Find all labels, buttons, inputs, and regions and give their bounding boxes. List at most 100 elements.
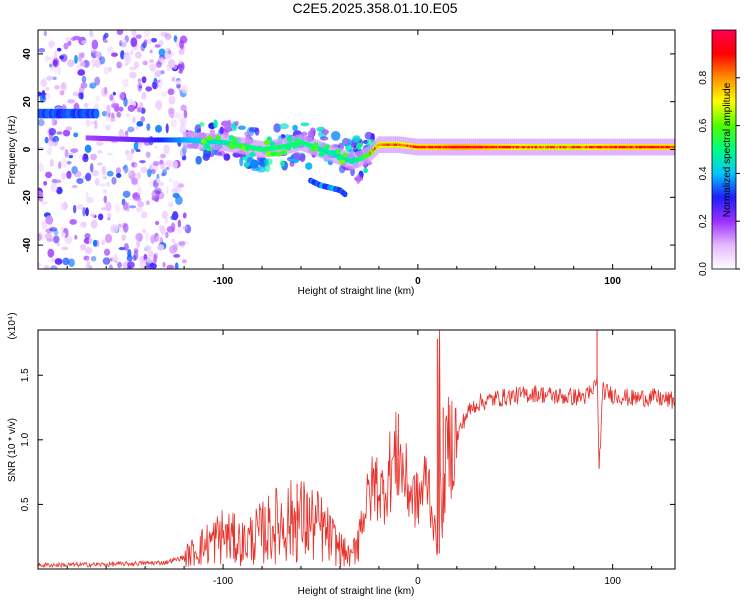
noise-blob [62, 232, 66, 238]
noise-blob [110, 52, 118, 57]
ridge-cell [162, 137, 165, 143]
noise-blob [111, 256, 119, 262]
noise-blob [141, 211, 148, 219]
x-tick-label: -100 [213, 276, 233, 287]
ridge-peak [623, 145, 626, 149]
ridge-cell [185, 137, 188, 143]
ridge-peak [430, 145, 433, 149]
ridge-spot [281, 149, 288, 155]
noise-blob [40, 79, 47, 85]
ridge-cell [219, 139, 222, 145]
noise-blob [163, 144, 170, 155]
ridge-peak [646, 145, 649, 149]
noise-blob [45, 56, 53, 61]
ridge-peak [537, 145, 540, 149]
ridge-peak [520, 145, 523, 149]
ridge-spot [263, 140, 270, 146]
noise-blob [85, 196, 94, 204]
ridge-peak [467, 145, 470, 149]
ridge-peak [596, 145, 600, 149]
ridge-peak [386, 143, 389, 146]
ridge-peak [609, 145, 612, 149]
ridge-peak [518, 145, 522, 149]
colorbar-tick-label: 0.2 [698, 214, 709, 228]
ridge-peak [589, 145, 592, 149]
noise-blob [161, 90, 168, 97]
noise-blob [168, 178, 173, 182]
y-tick-label: 20 [22, 96, 33, 108]
ridge-peak [437, 145, 441, 149]
noise-blob [61, 246, 69, 251]
ridge-cell [263, 146, 266, 152]
noise-blob [140, 166, 148, 173]
noise-blob [63, 42, 69, 50]
noise-blob [53, 179, 62, 184]
noise-blob [165, 186, 169, 195]
noise-blob [165, 231, 169, 239]
ridge-cell [215, 139, 218, 145]
noise-blob [128, 205, 137, 209]
ridge-peak [408, 144, 411, 148]
ridge-peak [559, 145, 562, 149]
noise-blob [106, 152, 113, 156]
ridge-spot [309, 146, 316, 152]
noise-blob [73, 132, 79, 138]
noise-blob [171, 188, 177, 194]
noise-blob [99, 56, 106, 65]
noise-blob [80, 61, 86, 67]
ridge-peak [668, 145, 671, 149]
ridge-cell [102, 135, 106, 141]
ridge-cell [88, 135, 92, 141]
noise-blob [46, 147, 53, 155]
noise-blob [82, 154, 89, 163]
ridge-cell [144, 137, 148, 143]
ridge-peak [487, 145, 490, 149]
noise-blob [58, 161, 62, 170]
ridge-cell [180, 137, 183, 143]
ridge-cell [174, 137, 177, 143]
ridge-peak [433, 145, 436, 149]
ridge-cell [208, 139, 212, 145]
noise-blob [121, 234, 126, 241]
noise-blob [119, 39, 123, 47]
noise-blob [69, 219, 78, 225]
ridge-peak [604, 145, 607, 149]
noise-blob [106, 170, 114, 177]
ridge-cell [291, 141, 294, 147]
noise-blob [158, 181, 164, 187]
noise-blob [97, 213, 104, 221]
noise-blob [45, 87, 50, 92]
ridge-peak [447, 145, 450, 149]
noise-blob [116, 61, 122, 69]
noise-blob [132, 254, 137, 261]
ridge-peak [543, 145, 547, 149]
noise-blob [123, 97, 128, 107]
noise-blob [40, 200, 49, 205]
snr-panel: -100 0 100 0.5 1.0 1.5 Height of straight li… [7, 312, 676, 597]
noise-blob [112, 91, 116, 96]
ridge-peak [671, 145, 674, 149]
ridge-peak [483, 145, 486, 149]
noise-blob [89, 82, 97, 89]
ridge-peak [414, 145, 417, 149]
noise-blob [145, 200, 150, 206]
noise-blob [108, 66, 112, 72]
noise-blob [85, 207, 89, 217]
ridge-cell [188, 137, 191, 143]
ridge-cell [225, 140, 229, 146]
ridge-cell [182, 137, 185, 143]
noise-blob [177, 241, 186, 246]
ridge-spot [336, 155, 343, 161]
noise-blob [139, 160, 146, 164]
ridge-cell [154, 137, 157, 143]
ridge-blob [363, 167, 369, 174]
noise-blob [129, 66, 137, 71]
ridge-cell [305, 141, 308, 147]
noise-blob [115, 172, 122, 179]
noise-blob [114, 203, 121, 214]
noise-blob [150, 234, 156, 244]
ridge-cell [177, 137, 180, 143]
ridge-cell [101, 135, 104, 141]
ridge-cell [321, 147, 324, 153]
ridge-peak [381, 143, 384, 146]
